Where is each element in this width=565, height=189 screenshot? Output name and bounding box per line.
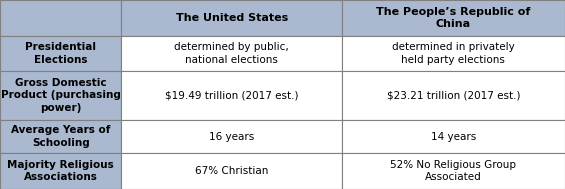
Bar — [342, 120, 565, 153]
Bar — [121, 36, 342, 71]
Bar — [342, 0, 565, 36]
Text: determined in privately
held party elections: determined in privately held party elect… — [392, 42, 515, 65]
Text: Majority Religious
Associations: Majority Religious Associations — [7, 160, 114, 182]
Text: Presidential
Elections: Presidential Elections — [25, 42, 96, 65]
Text: determined by public,
national elections: determined by public, national elections — [174, 42, 289, 65]
Text: 14 years: 14 years — [431, 132, 476, 142]
Text: Gross Domestic
Product (purchasing
power): Gross Domestic Product (purchasing power… — [1, 78, 121, 113]
Text: 16 years: 16 years — [209, 132, 254, 142]
Bar — [0, 71, 121, 120]
Bar — [342, 71, 565, 120]
Bar — [121, 0, 342, 36]
Bar — [342, 36, 565, 71]
Bar — [342, 153, 565, 189]
Bar — [0, 0, 121, 36]
Text: Average Years of
Schooling: Average Years of Schooling — [11, 125, 110, 148]
Bar — [0, 153, 121, 189]
Text: The People’s Republic of
China: The People’s Republic of China — [376, 7, 531, 29]
Bar — [121, 71, 342, 120]
Text: $19.49 trillion (2017 est.): $19.49 trillion (2017 est.) — [165, 91, 298, 101]
Bar — [0, 36, 121, 71]
Text: The United States: The United States — [176, 13, 288, 23]
Bar — [121, 153, 342, 189]
Text: 52% No Religious Group
Associated: 52% No Religious Group Associated — [390, 160, 516, 182]
Text: $23.21 trillion (2017 est.): $23.21 trillion (2017 est.) — [386, 91, 520, 101]
Text: 67% Christian: 67% Christian — [195, 166, 268, 176]
Bar — [0, 120, 121, 153]
Bar — [121, 120, 342, 153]
